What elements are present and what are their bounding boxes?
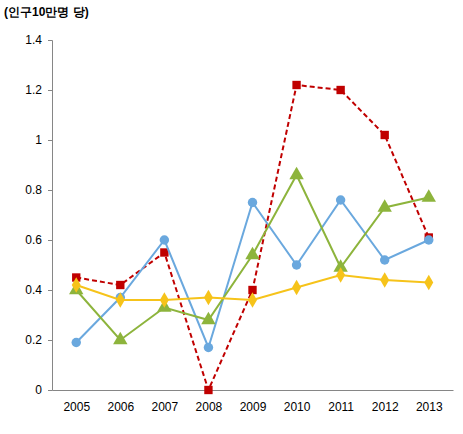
point bbox=[292, 260, 301, 269]
tick-mark bbox=[48, 40, 52, 41]
point bbox=[160, 292, 169, 308]
series-group bbox=[69, 81, 436, 394]
series-line bbox=[76, 200, 429, 348]
y-label: (인구10만명 당) bbox=[4, 5, 89, 19]
tick-label: 0.4 bbox=[25, 283, 42, 297]
point bbox=[245, 247, 259, 259]
tick: 2013 bbox=[416, 390, 443, 414]
tick-label: 0.8 bbox=[25, 183, 42, 197]
tick: 1.4 bbox=[25, 33, 52, 47]
point bbox=[424, 235, 433, 244]
series bbox=[72, 267, 434, 308]
tick-label: 2006 bbox=[107, 400, 134, 414]
tick-label: 0.6 bbox=[25, 233, 42, 247]
tick-mark bbox=[48, 140, 52, 141]
tick-mark bbox=[48, 190, 52, 191]
chart: (인구10만명 당)00.20.40.60.811.21.42005200620… bbox=[0, 0, 463, 434]
point bbox=[381, 131, 389, 139]
point bbox=[289, 167, 303, 179]
tick: 0.8 bbox=[25, 183, 52, 197]
point bbox=[292, 280, 301, 296]
point bbox=[424, 275, 433, 291]
point bbox=[422, 189, 436, 201]
point bbox=[204, 343, 213, 352]
point bbox=[204, 290, 213, 306]
tick: 0 bbox=[35, 383, 52, 397]
tick: 2007 bbox=[152, 390, 179, 414]
tick: 0.4 bbox=[25, 283, 52, 297]
series bbox=[69, 167, 436, 344]
point bbox=[201, 312, 215, 324]
tick: 2010 bbox=[284, 390, 311, 414]
point bbox=[160, 235, 169, 244]
point bbox=[248, 292, 257, 308]
tick: 2006 bbox=[107, 390, 134, 414]
point bbox=[380, 255, 389, 264]
tick-label: 2012 bbox=[372, 400, 399, 414]
plot: 0 0.2 0.4 0.6 0.8 1 1.2 1.4 2005 2006 2007 2008 2009… bbox=[25, 33, 453, 413]
tick: 0.6 bbox=[25, 233, 52, 247]
point bbox=[336, 267, 345, 283]
tick: 2009 bbox=[240, 390, 267, 414]
series-line bbox=[76, 85, 429, 390]
tick-mark bbox=[48, 290, 52, 291]
tick-label: 2008 bbox=[196, 400, 223, 414]
point bbox=[377, 199, 391, 211]
tick-mark bbox=[48, 390, 52, 391]
tick-mark bbox=[48, 340, 52, 341]
tick-label: 0 bbox=[35, 383, 42, 397]
series bbox=[72, 81, 433, 394]
point bbox=[204, 386, 212, 394]
point bbox=[116, 281, 124, 289]
axis-line bbox=[53, 390, 454, 391]
point bbox=[292, 81, 300, 89]
tick-mark bbox=[48, 90, 52, 91]
point bbox=[248, 198, 257, 207]
tick-label: 0.2 bbox=[25, 333, 42, 347]
tick: 1 bbox=[35, 133, 52, 147]
tick-label: 2007 bbox=[152, 400, 179, 414]
series-line bbox=[76, 175, 429, 340]
y-axis: 0 0.2 0.4 0.6 0.8 1 1.2 1.4 bbox=[25, 33, 52, 397]
point bbox=[72, 338, 81, 347]
tick-label: 2009 bbox=[240, 400, 267, 414]
tick: 2011 bbox=[328, 390, 354, 414]
tick: 0.2 bbox=[25, 333, 52, 347]
tick-label: 2005 bbox=[63, 400, 90, 414]
axis-line bbox=[48, 41, 53, 391]
tick: 2012 bbox=[372, 390, 399, 414]
tick: 1.2 bbox=[25, 83, 52, 97]
tick-label: 2013 bbox=[416, 400, 443, 414]
x-axis: 2005 2006 2007 2008 2009 2010 2011 2012 2013 bbox=[53, 390, 454, 414]
tick-label: 1.2 bbox=[25, 83, 42, 97]
tick-label: 1.4 bbox=[25, 33, 42, 47]
tick-mark bbox=[48, 240, 52, 241]
point bbox=[116, 292, 125, 308]
series bbox=[72, 195, 434, 352]
tick-label: 2010 bbox=[284, 400, 311, 414]
point bbox=[336, 86, 344, 94]
point bbox=[336, 195, 345, 204]
point bbox=[380, 272, 389, 288]
tick-label: 1 bbox=[35, 133, 42, 147]
tick: 2005 bbox=[63, 390, 90, 414]
tick-label: 2011 bbox=[328, 400, 354, 414]
point bbox=[72, 277, 81, 293]
point bbox=[113, 332, 127, 344]
